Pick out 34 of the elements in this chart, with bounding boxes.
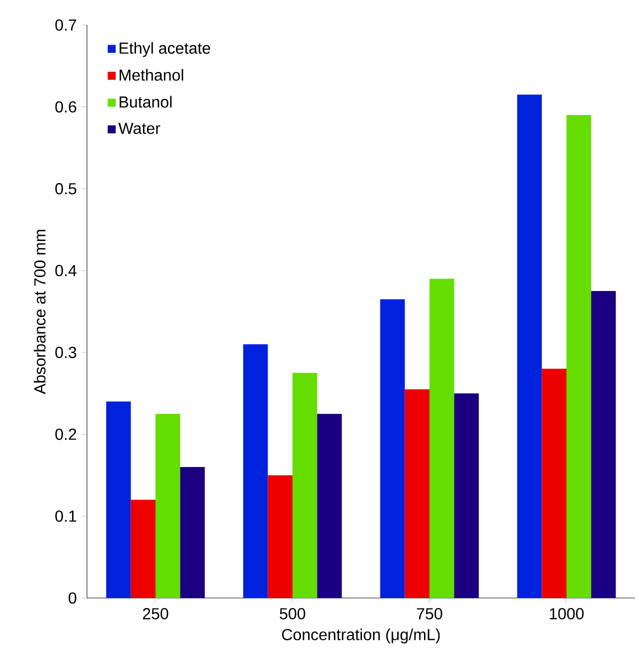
bar — [454, 393, 479, 598]
x-tick-label: 1000 — [550, 608, 584, 620]
legend-label: Butanol — [120, 96, 172, 108]
bar — [591, 291, 616, 598]
bar — [243, 344, 268, 598]
y-tick-label: 0.5 — [55, 183, 76, 194]
bar — [180, 467, 205, 598]
bar — [566, 115, 592, 598]
x-axis-title: Concentration (μg/mL) — [282, 628, 440, 644]
bar — [156, 414, 180, 598]
bar — [380, 299, 405, 598]
y-tick-label: 0 — [68, 592, 76, 604]
y-tick-label: 0.3 — [55, 346, 76, 358]
x-tick-label: 500 — [280, 608, 306, 620]
legend-label: Ethyl acetate — [120, 42, 210, 57]
y-tick-label: 0.4 — [55, 264, 76, 276]
bar — [268, 475, 292, 598]
y-axis-title: Absorbance at 700 mm — [34, 230, 46, 394]
y-tick-label: 0.2 — [55, 428, 76, 440]
bar — [292, 372, 318, 598]
bar — [517, 94, 542, 598]
bar — [404, 389, 430, 598]
y-tick-label: 0.1 — [55, 510, 76, 522]
bar — [106, 402, 131, 598]
bar — [317, 414, 342, 598]
bar — [130, 500, 156, 598]
legend-label: Methanol — [120, 69, 184, 81]
y-tick-label: 0.6 — [55, 101, 76, 113]
bar — [429, 278, 454, 598]
x-tick-label: 250 — [142, 608, 168, 620]
y-tick-label: 0.7 — [55, 19, 76, 31]
legend-label: Water — [118, 122, 160, 134]
bar — [542, 368, 566, 598]
x-tick-label: 750 — [416, 608, 442, 620]
